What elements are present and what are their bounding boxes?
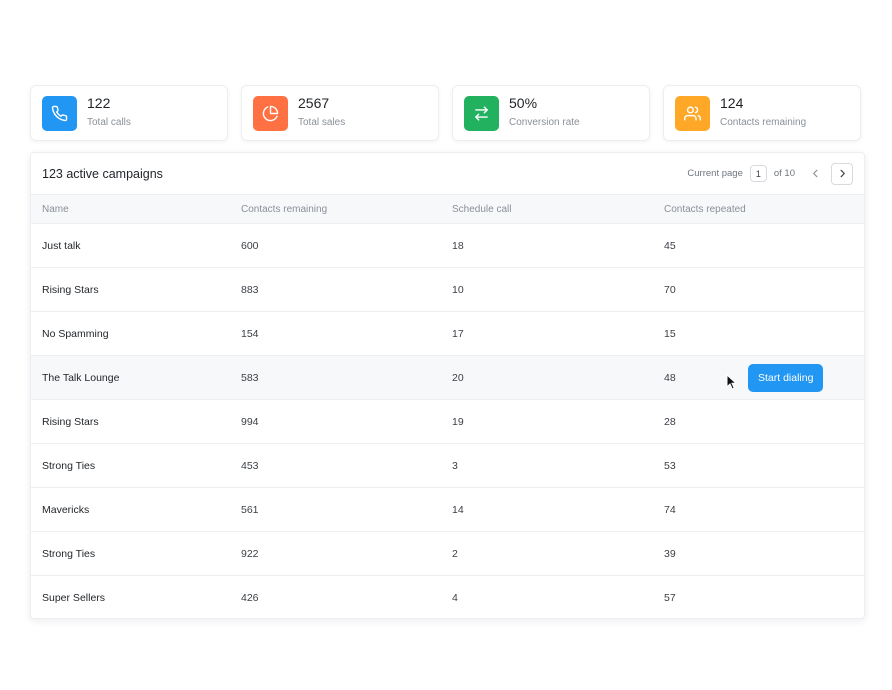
current-page-label: Current page [687,168,743,179]
table-row[interactable]: Rising Stars 883 10 70 [31,267,864,312]
stat-label: Contacts remaining [720,116,807,128]
schedule-call-cell: 4 [452,591,458,604]
pie-chart-icon [253,95,288,131]
campaign-name: Rising Stars [31,267,230,312]
table-row[interactable]: Just talk 600 18 45 [31,223,864,268]
column-header-schedule-call[interactable]: Schedule call [441,194,653,224]
stat-value: 2567 [298,94,330,111]
contacts-repeated-cell: 45 [653,223,864,268]
pagination: Current page 1 of 10 [687,162,853,185]
table-row-hovered[interactable]: The Talk Lounge 583 20 48 Start dialing [31,355,864,400]
table-row[interactable]: Mavericks 561 14 74 [31,487,864,532]
stat-value: 124 [720,94,744,111]
contacts-repeated-cell: 48 Start dialing [653,355,864,400]
campaigns-table: Name Contacts remaining Schedule call Co… [31,194,864,619]
column-header-contacts-repeated[interactable]: Contacts repeated [653,194,864,224]
column-header-name[interactable]: Name [31,194,230,224]
contacts-remaining-cell: 922 [230,531,441,576]
campaign-name: Mavericks [31,487,230,532]
table-header-row: Name Contacts remaining Schedule call Co… [31,194,864,224]
contacts-repeated-cell: 70 [653,267,864,312]
stat-label: Total sales [298,116,346,128]
table-row[interactable]: Strong Ties 453 3 53 [31,443,864,488]
stat-card-contacts-remaining: 124 Contacts remaining [663,85,861,141]
current-page-input[interactable]: 1 [749,165,767,182]
contacts-repeated-cell: 57 [664,591,676,604]
campaigns-header: 123 active campaigns Current page 1 of 1… [31,153,864,194]
mouse-cursor-icon [726,374,738,390]
campaign-name: The Talk Lounge [31,355,230,400]
start-dialing-button[interactable]: Start dialing [748,364,824,392]
campaign-name: Rising Stars [31,399,230,444]
stat-card-total-sales: 2567 Total sales [241,85,439,141]
contacts-repeated-cell: 28 [653,399,864,444]
contacts-remaining-cell: 154 [230,311,441,356]
contacts-repeated-cell: 39 [653,531,864,576]
schedule-call-cell: 2 [441,531,653,576]
contacts-remaining-cell: 561 [230,487,441,532]
stat-value: 50% [509,94,538,111]
total-pages-label: of 10 [773,168,795,179]
campaign-name: Strong Ties [31,531,230,576]
schedule-call-cell: 3 [441,443,653,488]
table-row[interactable]: No Spamming 154 17 15 [31,311,864,356]
contacts-repeated-value: 48 [664,371,676,384]
schedule-call-cell: 17 [441,311,653,356]
contacts-remaining-cell: 426 [241,591,259,604]
stat-value: 122 [87,94,111,111]
schedule-call-cell: 19 [441,399,653,444]
phone-icon [42,95,77,131]
contacts-remaining-cell: 600 [230,223,441,268]
swap-arrows-icon [464,95,499,131]
chevron-right-icon [840,169,845,178]
campaigns-title: 123 active campaigns [42,166,163,181]
campaign-name: Just talk [31,223,230,268]
contacts-remaining-cell: 453 [230,443,441,488]
stat-label: Total calls [87,116,131,128]
schedule-call-cell: 10 [441,267,653,312]
next-page-button[interactable] [831,162,853,185]
table-row[interactable]: Rising Stars 994 19 28 [31,399,864,444]
users-icon [675,95,710,131]
stat-card-conversion-rate: 50% Conversion rate [452,85,650,141]
schedule-call-cell: 18 [441,223,653,268]
stats-row: 122 Total calls 2567 Total sales 50% Con… [30,85,861,141]
previous-page-button[interactable] [805,164,825,184]
chevron-left-icon [812,169,817,178]
contacts-remaining-cell: 583 [230,355,441,400]
campaign-name: Super Sellers [42,591,106,604]
schedule-call-cell: 14 [441,487,653,532]
schedule-call-cell: 20 [441,355,653,400]
contacts-repeated-cell: 15 [653,311,864,356]
stat-card-total-calls: 122 Total calls [30,85,228,141]
contacts-remaining-cell: 883 [230,267,441,312]
campaign-name: No Spamming [31,311,230,356]
campaign-name: Strong Ties [31,443,230,488]
table-row[interactable]: Strong Ties 922 2 39 [31,531,864,576]
contacts-remaining-cell: 994 [230,399,441,444]
campaigns-panel: 123 active campaigns Current page 1 of 1… [30,152,865,619]
column-header-contacts-remaining[interactable]: Contacts remaining [230,194,441,224]
table-row[interactable]: Super Sellers 426 4 57 [31,576,864,619]
contacts-repeated-cell: 74 [653,487,864,532]
contacts-repeated-cell: 53 [653,443,864,488]
stat-label: Conversion rate [509,116,580,128]
